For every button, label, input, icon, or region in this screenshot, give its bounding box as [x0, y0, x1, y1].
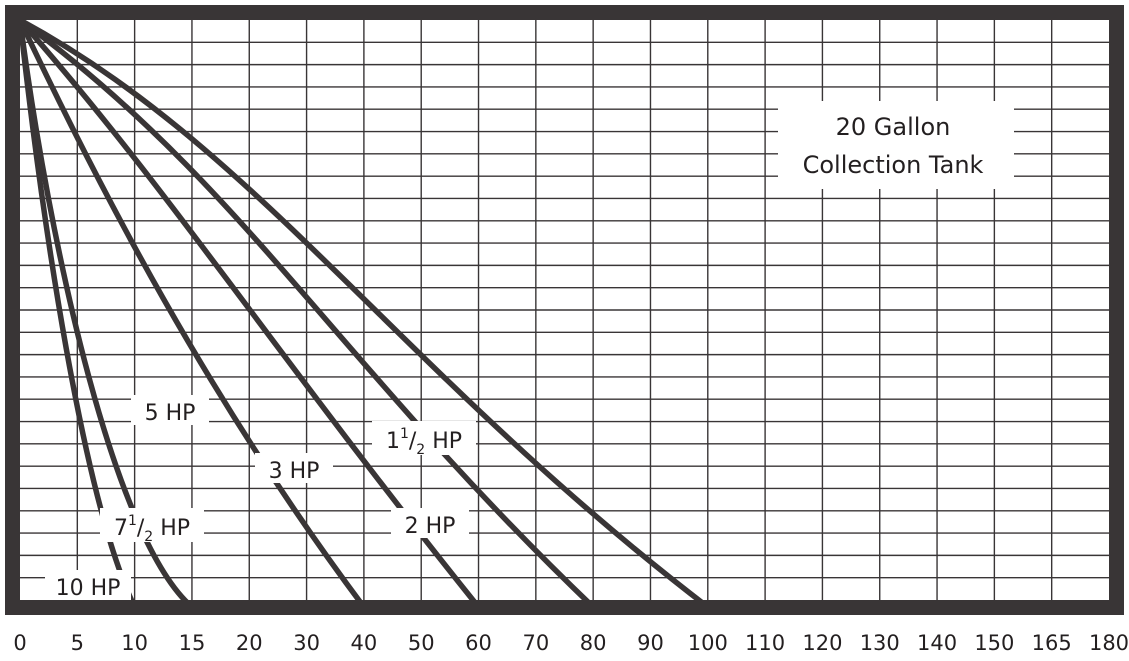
x-tick-label: 90: [637, 631, 664, 655]
curve-label-backdrop: [100, 508, 204, 542]
tank-annotation: 20 Gallon Collection Tank: [778, 101, 1014, 189]
hp-curve: [17, 17, 711, 610]
x-tick-label: 5: [71, 631, 84, 655]
curve-label-backdrop: [372, 421, 476, 455]
curve-label: 2 HP: [405, 514, 456, 539]
x-tick-label: 180: [1089, 631, 1129, 655]
x-tick-label: 15: [179, 631, 206, 655]
chart-frame: [5, 5, 1124, 615]
curve-label: 10 HP: [56, 576, 121, 601]
curve-label: 71/2 HP: [114, 513, 190, 545]
x-tick-label: 100: [688, 631, 728, 655]
x-tick-label: 130: [860, 631, 900, 655]
x-tick-label: 20: [236, 631, 263, 655]
x-tick-label: 80: [580, 631, 607, 655]
x-tick-label: 50: [408, 631, 435, 655]
curve-label: 11/2 HP: [386, 426, 462, 458]
curve-label-backdrop: [255, 453, 333, 483]
x-tick-label: 10: [121, 631, 148, 655]
x-tick-label: 30: [293, 631, 320, 655]
hp-curve: [17, 17, 195, 610]
x-tick-label: 0: [13, 631, 26, 655]
annotation-line-2: Collection Tank: [803, 151, 984, 179]
x-tick-label: 165: [1032, 631, 1072, 655]
x-tick-label: 40: [351, 631, 378, 655]
x-tick-label: 140: [917, 631, 957, 655]
x-tick-label: 150: [974, 631, 1014, 655]
hp-curves: [17, 17, 711, 610]
curve-label-backdrop: [131, 395, 209, 425]
annotation-backdrop: [778, 101, 1014, 189]
curve-label-backdrop: [45, 570, 131, 600]
hp-curve: [17, 17, 596, 610]
x-tick-label: 70: [522, 631, 549, 655]
hp-curve: [17, 17, 482, 610]
curve-label-backdrop: [391, 508, 469, 538]
x-axis-ticks: 0 5 10 15 20 30 40 50 60 70 80 90 100 110 120 130 140 150…: [13, 631, 1129, 655]
curve-label: 5 HP: [145, 401, 196, 426]
curve-label: 3 HP: [269, 459, 320, 484]
x-tick-label: 60: [465, 631, 492, 655]
hp-curve: [17, 17, 367, 610]
x-tick-label: 110: [745, 631, 785, 655]
curve-labels: 10 HP 71/2 HP 5 HP 3 HP 2 HP 11/2 HP: [45, 395, 476, 601]
annotation-line-1: 20 Gallon: [836, 113, 951, 141]
x-tick-label: 120: [802, 631, 842, 655]
